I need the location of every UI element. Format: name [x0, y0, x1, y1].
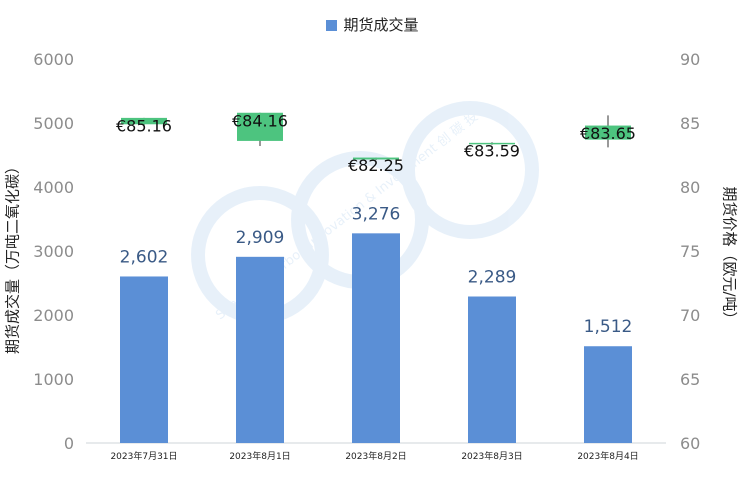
- bar-value-label: 2,289: [468, 268, 517, 288]
- x-tick-label: 2023年8月2日: [345, 450, 406, 462]
- left-tick-label: 3000: [33, 242, 74, 261]
- right-tick-label: 75: [680, 242, 700, 261]
- price-label: €82.25: [348, 156, 404, 175]
- bar-value-label: 2,909: [236, 228, 285, 248]
- x-tick-label: 2023年8月3日: [461, 450, 522, 462]
- legend-label: 期货成交量: [343, 16, 419, 34]
- price-candle: [237, 112, 283, 141]
- price-label: €84.16: [232, 111, 288, 130]
- volume-bar: [584, 346, 632, 443]
- price-candle: [353, 157, 399, 160]
- left-tick-label: 2000: [33, 306, 74, 325]
- right-tick-label: 90: [680, 50, 700, 69]
- volume-bar: [352, 233, 400, 443]
- x-tick-label: 2023年7月31日: [110, 450, 177, 462]
- right-tick-label: 80: [680, 178, 700, 197]
- right-tick-label: 65: [680, 370, 700, 389]
- legend: 期货成交量: [0, 14, 745, 35]
- bar-value-label: 2,602: [120, 247, 169, 267]
- price-label: €83.59: [464, 141, 520, 160]
- legend-swatch: [326, 20, 338, 31]
- left-tick-label: 1000: [33, 370, 74, 389]
- bar-value-label: 1,512: [584, 317, 633, 337]
- bar-value-label: 3,276: [352, 204, 401, 224]
- price-candle: [469, 142, 515, 145]
- volume-bar: [236, 256, 284, 443]
- price-candle: [585, 125, 631, 140]
- right-tick-label: 70: [680, 306, 700, 325]
- price-label: €85.16: [116, 116, 172, 135]
- price-candle: [121, 117, 167, 125]
- left-tick-label: 0: [64, 434, 74, 453]
- price-label: €83.65: [580, 124, 636, 143]
- right-tick-label: 60: [680, 434, 700, 453]
- watermark-ring: [401, 101, 539, 239]
- left-tick-label: 5000: [33, 114, 74, 133]
- volume-bar: [468, 296, 516, 443]
- right-tick-label: 85: [680, 114, 700, 133]
- left-tick-label: 4000: [33, 178, 74, 197]
- volume-bar: [120, 276, 168, 443]
- left-tick-label: 6000: [33, 50, 74, 69]
- x-tick-label: 2023年8月1日: [229, 450, 290, 462]
- x-tick-label: 2023年8月4日: [577, 450, 638, 462]
